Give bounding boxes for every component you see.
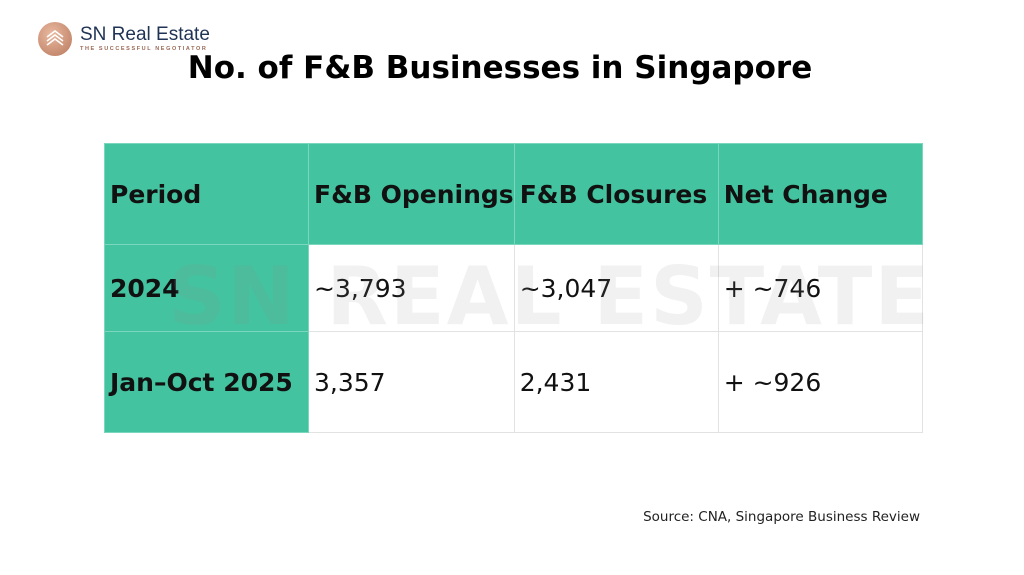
data-table: Period F&B Openings F&B Closures Net Cha…: [104, 143, 923, 433]
closures-cell: 2,431: [513, 331, 719, 433]
column-header: F&B Closures: [513, 143, 719, 245]
logo: SN Real Estate THE SUCCESSFUL NEGOTIATOR: [38, 22, 210, 56]
period-cell: Jan–Oct 2025: [104, 331, 309, 433]
openings-cell: 3,357: [308, 331, 515, 433]
closures-cell: ~3,047: [513, 244, 719, 332]
source-note: Source: CNA, Singapore Business Review: [643, 509, 920, 525]
net-change-cell: + ~926: [717, 331, 923, 433]
period-cell: 2024: [104, 244, 309, 332]
logo-name: SN Real Estate: [80, 24, 210, 46]
table-row: 2024 ~3,793 ~3,047 + ~746: [104, 244, 923, 332]
column-header: Net Change: [717, 143, 923, 245]
logo-tagline: THE SUCCESSFUL NEGOTIATOR: [80, 46, 208, 53]
column-header: Period: [104, 143, 309, 245]
column-header: F&B Openings: [308, 143, 515, 245]
net-change-cell: + ~746: [717, 244, 923, 332]
openings-cell: ~3,793: [308, 244, 515, 332]
logo-house-icon: [38, 22, 72, 56]
page-title: No. of F&B Businesses in Singapore: [187, 50, 813, 86]
table-row: Jan–Oct 2025 3,357 2,431 + ~926: [104, 331, 923, 433]
table-header-row: Period F&B Openings F&B Closures Net Cha…: [104, 143, 923, 245]
